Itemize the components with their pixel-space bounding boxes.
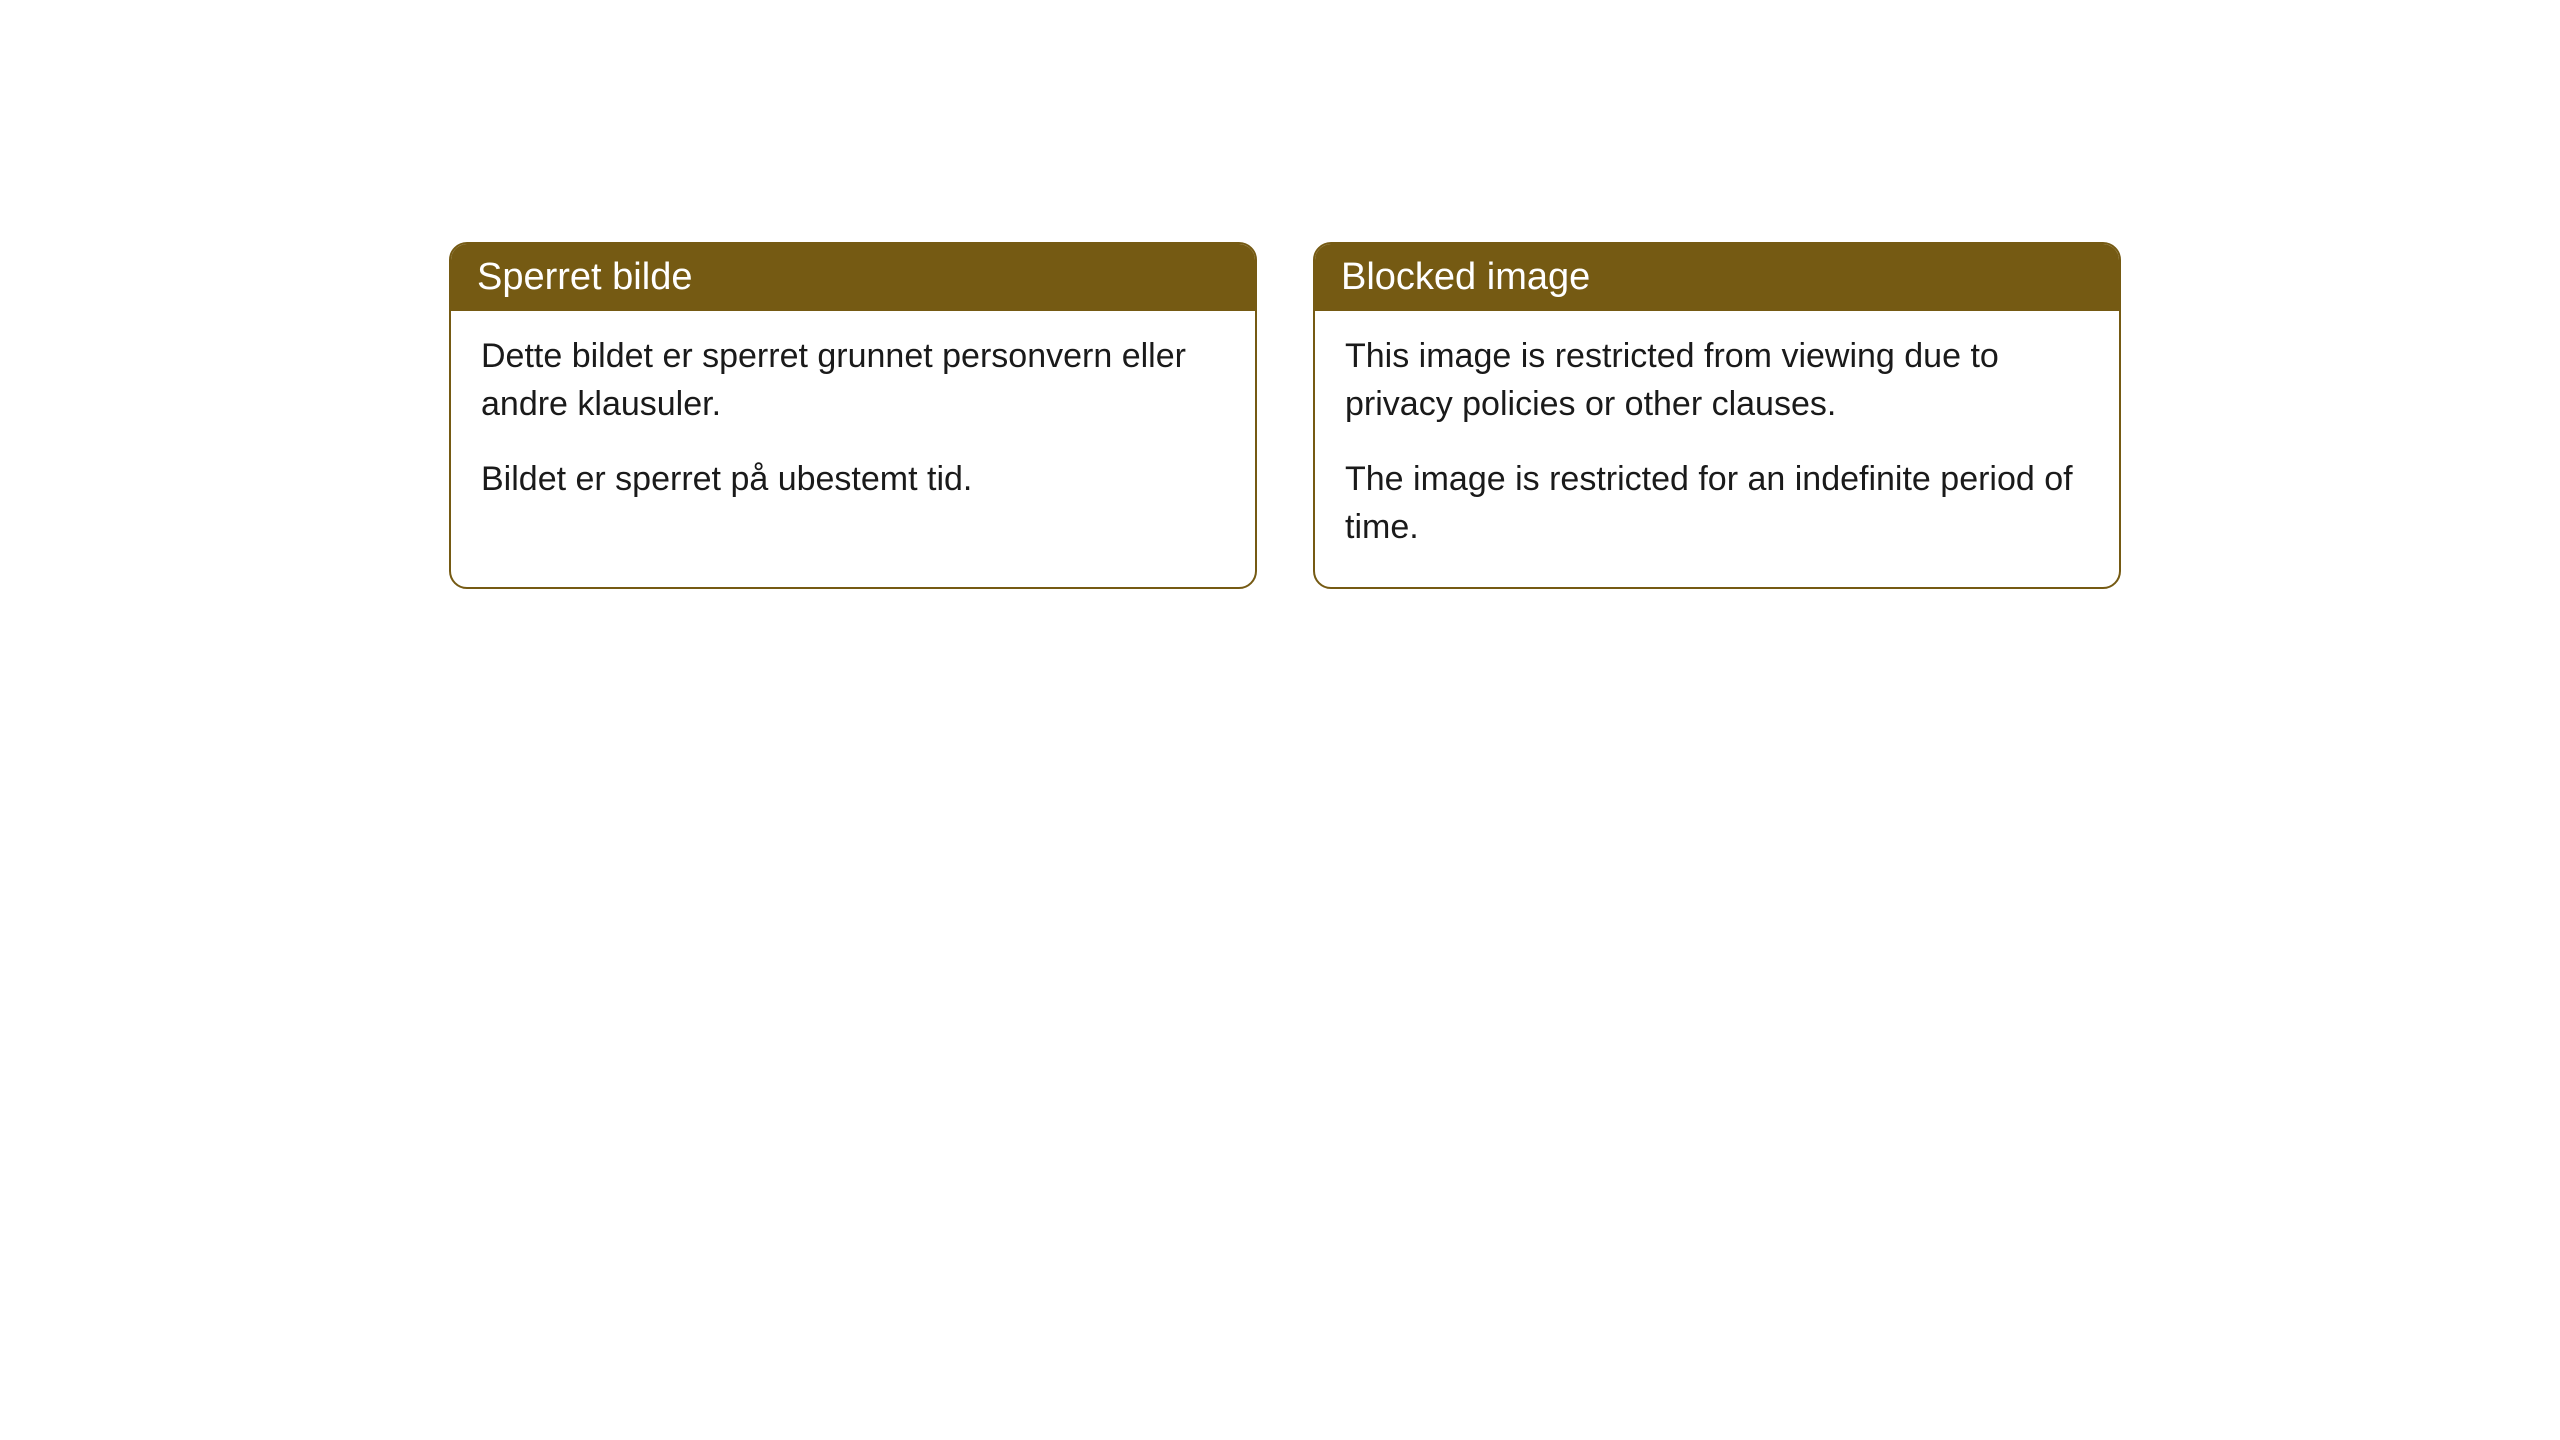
card-title: Blocked image [1341, 256, 1590, 298]
card-paragraph: Bildet er sperret på ubestemt tid. [481, 456, 1225, 504]
card-title: Sperret bilde [477, 256, 692, 298]
card-header-english: Blocked image [1315, 244, 2119, 311]
card-header-norwegian: Sperret bilde [451, 244, 1255, 311]
notice-cards-container: Sperret bilde Dette bildet er sperret gr… [449, 242, 2121, 589]
card-body-english: This image is restricted from viewing du… [1315, 311, 2119, 587]
card-paragraph: This image is restricted from viewing du… [1345, 333, 2089, 428]
card-paragraph: The image is restricted for an indefinit… [1345, 456, 2089, 551]
blocked-image-card-english: Blocked image This image is restricted f… [1313, 242, 2121, 589]
card-body-norwegian: Dette bildet er sperret grunnet personve… [451, 311, 1255, 540]
blocked-image-card-norwegian: Sperret bilde Dette bildet er sperret gr… [449, 242, 1257, 589]
card-paragraph: Dette bildet er sperret grunnet personve… [481, 333, 1225, 428]
